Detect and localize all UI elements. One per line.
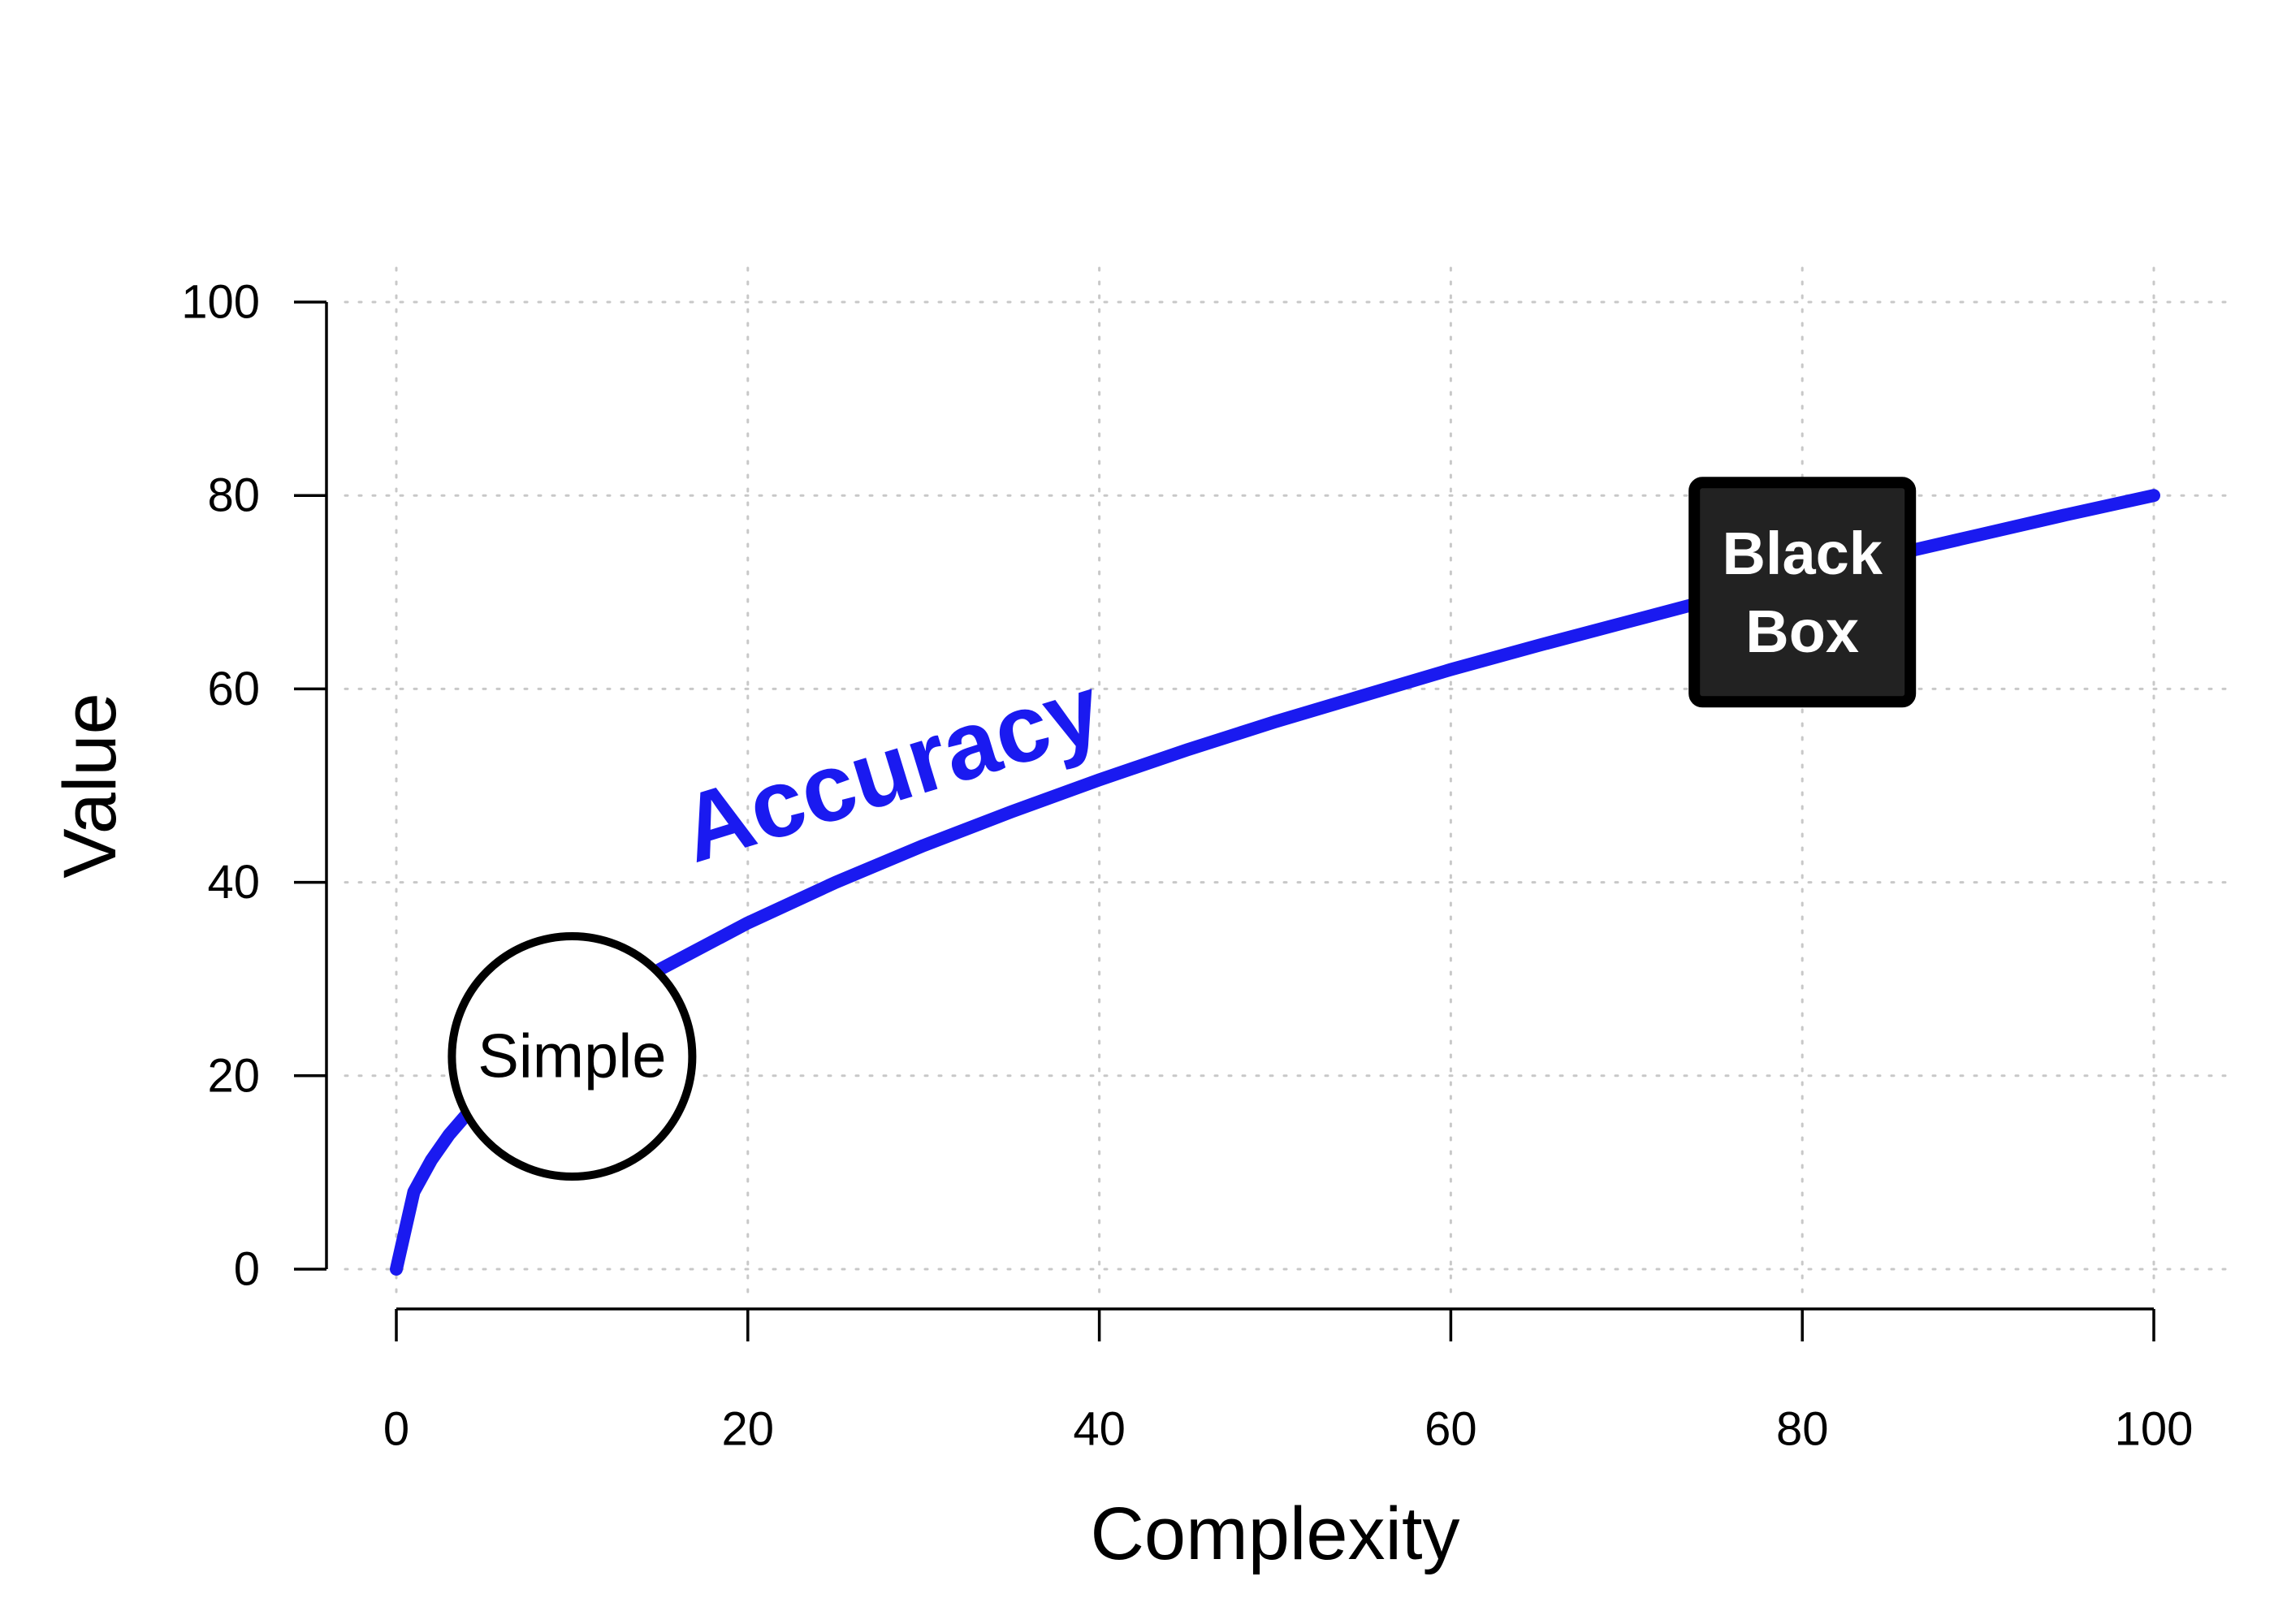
grid xyxy=(344,266,2227,1297)
black-box-label-line1: Black xyxy=(1722,520,1883,587)
black-box-square xyxy=(1688,477,1917,708)
y-axis-title: Value xyxy=(49,693,132,878)
x-tick-label-40: 40 xyxy=(1073,1403,1126,1456)
x-tick-label-0: 0 xyxy=(383,1403,409,1456)
simple-circle xyxy=(447,931,697,1181)
y-tick-label-60: 60 xyxy=(207,663,260,715)
x-tick-label-20: 20 xyxy=(722,1403,775,1456)
x-tick-label-100: 100 xyxy=(2115,1403,2194,1456)
y-tick-label-20: 20 xyxy=(207,1049,260,1102)
x-tick-label-60: 60 xyxy=(1424,1403,1477,1456)
y-axis: 0 20 40 60 80 100 xyxy=(181,276,328,1296)
x-axis: 0 20 40 60 80 100 xyxy=(383,1307,2194,1456)
x-tick-label-80: 80 xyxy=(1776,1403,1829,1456)
black-box-label-line2: Box xyxy=(1745,598,1859,665)
y-tick-label-80: 80 xyxy=(207,469,260,522)
simple-label: Simple xyxy=(478,1021,666,1091)
series-label-accuracy: Accuracy xyxy=(669,654,1113,883)
x-axis-title: Complexity xyxy=(1090,1492,1459,1575)
y-tick-label-40: 40 xyxy=(207,856,260,909)
y-tick-label-100: 100 xyxy=(181,276,260,329)
black-box-annotation: Black Box xyxy=(1688,477,1917,708)
y-tick-label-0: 0 xyxy=(234,1243,260,1296)
simple-annotation: Simple xyxy=(447,931,697,1181)
